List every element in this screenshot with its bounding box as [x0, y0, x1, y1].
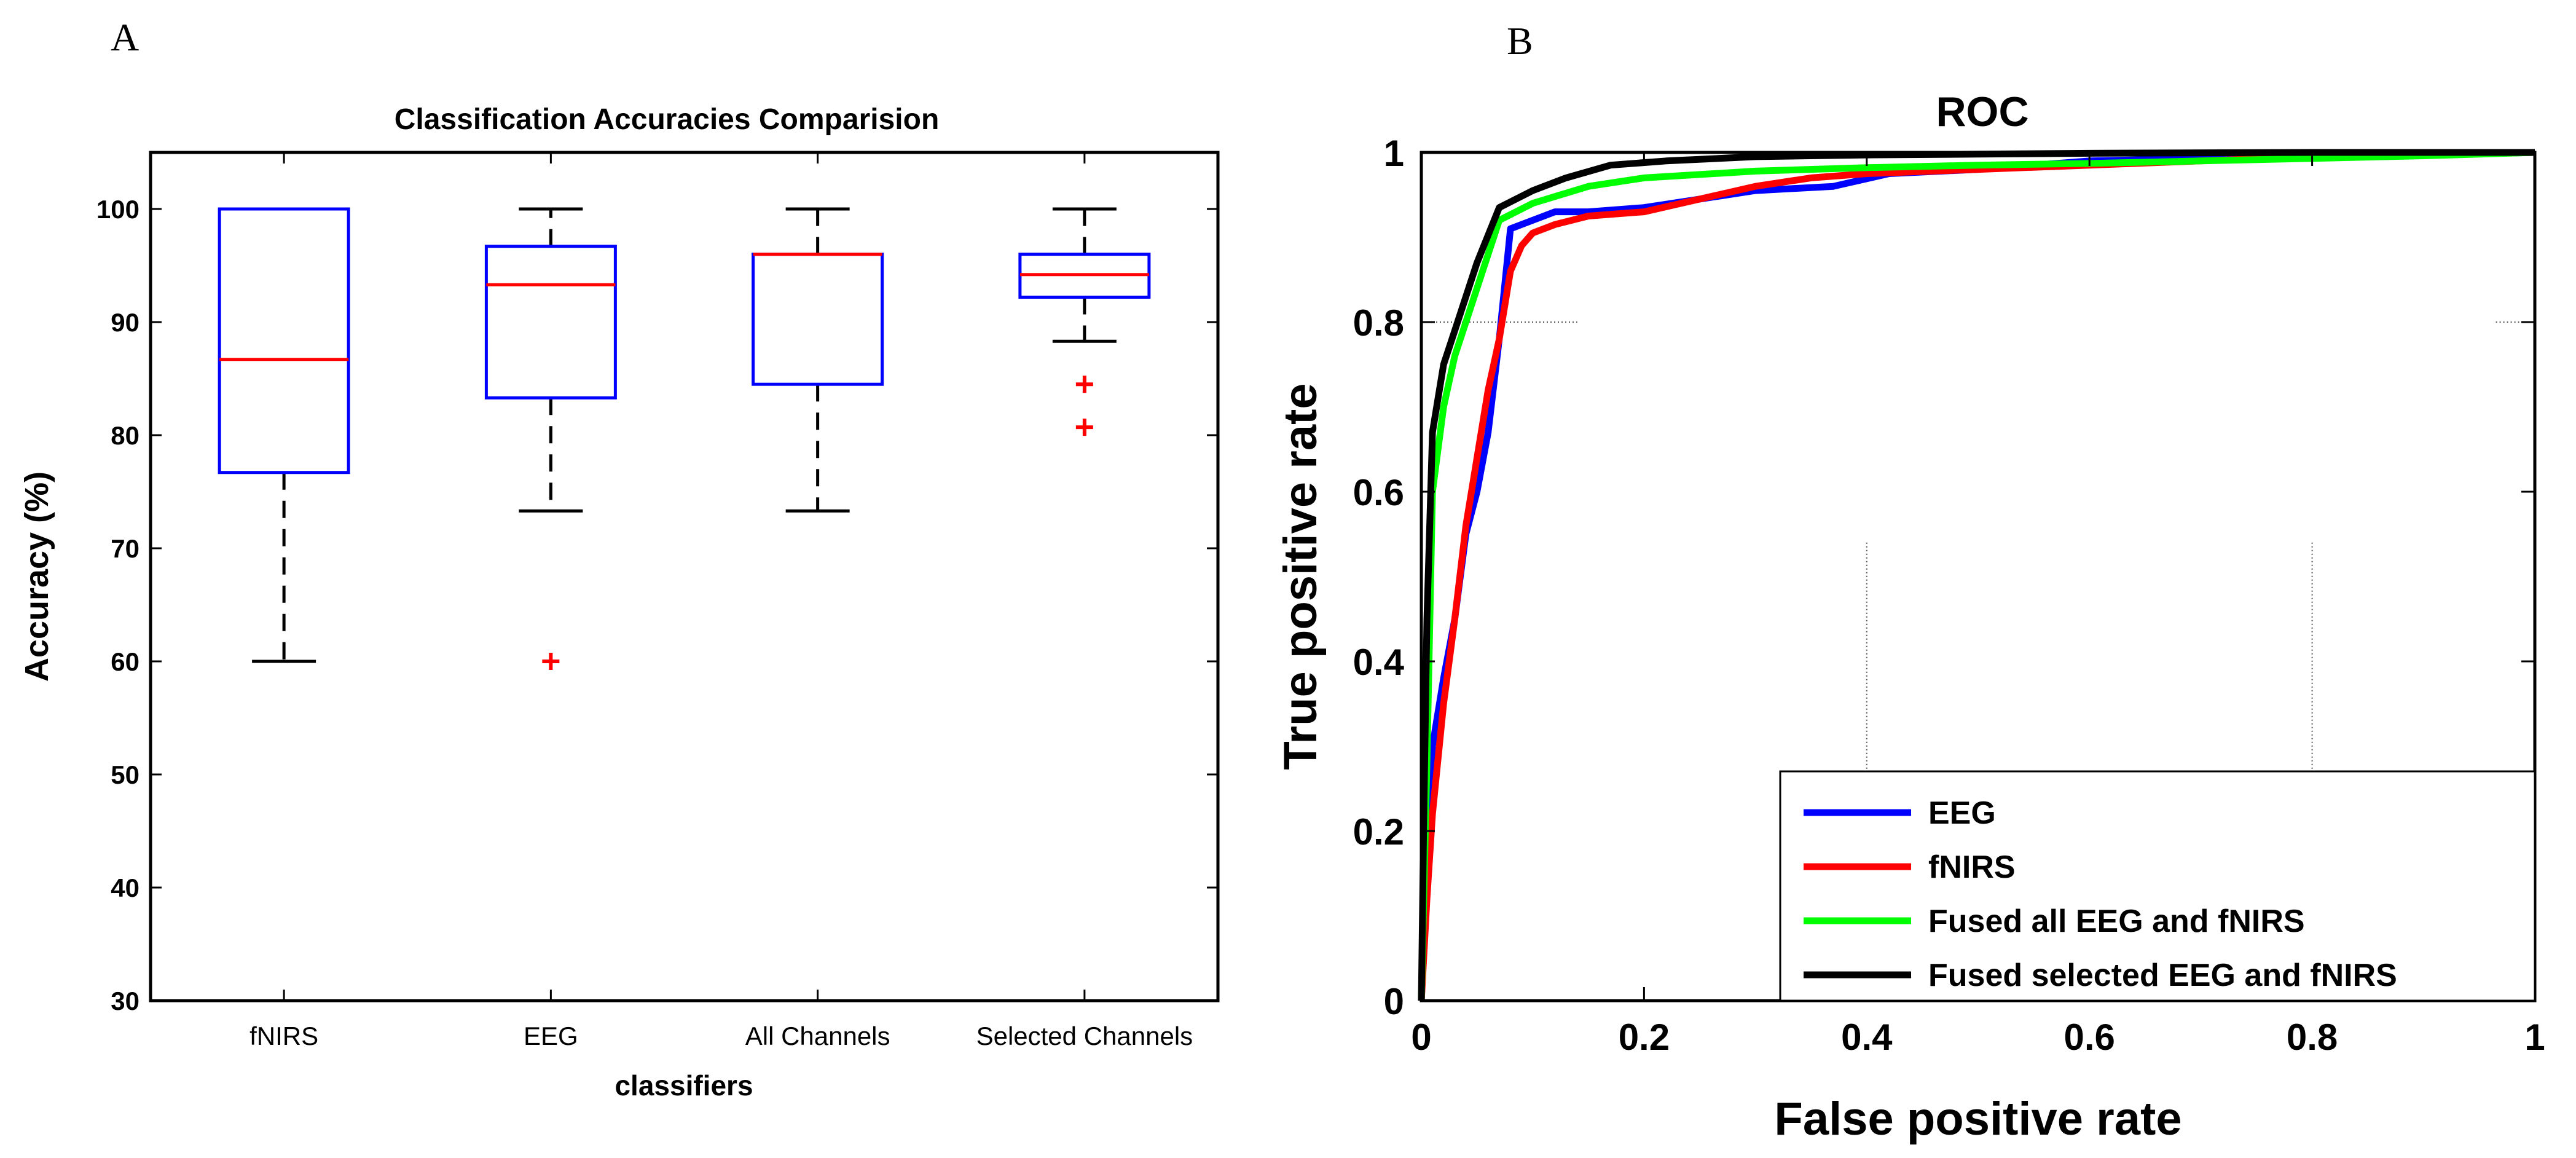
legend-entry: fNIRS [1804, 849, 2016, 885]
boxplot-x-axis-label: classifiers [615, 1069, 753, 1101]
outlier-marker [542, 653, 560, 670]
panel-label-a: A [111, 15, 139, 59]
x-tick-label: EEG [524, 1022, 578, 1050]
roc-legend: EEG fNIRS Fused all EEG and fNIRS Fused sel… [1779, 770, 2536, 1002]
x-tick-label: 0.4 [1841, 1017, 1893, 1058]
legend-label: Fused all EEG and fNIRS [1928, 904, 2305, 939]
y-tick-label: 0 [1384, 981, 1404, 1022]
roc-line-fused-all [1418, 149, 2535, 1001]
y-tick-label: 40 [111, 873, 139, 902]
legend-label: Fused selected EEG and fNIRS [1928, 958, 2397, 993]
roc-axis-ticks: 0 0.2 0.4 0.6 0.8 1 0 0.2 0.4 0.6 0.8 1 [1353, 133, 2545, 1058]
boxplot-boxes [218, 207, 1151, 670]
x-tick-label: All Channels [745, 1022, 890, 1050]
roc-panel: ROC 0 0.2 0.4 0.6 0.8 1 0 0.2 0.4 0.6 0.8 1 EEG fNIR… [1274, 89, 2545, 1145]
box-eeg [484, 207, 617, 670]
legend-label: EEG [1928, 795, 1996, 831]
legend-entry: Fused all EEG and fNIRS [1804, 904, 2305, 939]
iqr-box [752, 253, 884, 386]
legend-entry: Fused selected EEG and fNIRS [1804, 958, 2397, 993]
iqr-box [484, 245, 617, 400]
box-fnirs [218, 207, 350, 663]
boxplot-y-ticks: 30 40 50 60 70 80 90 100 [96, 195, 1218, 1015]
y-tick-label: 100 [96, 195, 139, 224]
y-tick-label: 1 [1384, 133, 1404, 174]
box-selected-channels [1018, 207, 1151, 436]
roc-x-axis-label: False positive rate [1774, 1093, 2181, 1145]
roc-line-fused-selected [1418, 149, 2535, 1001]
x-tick-label: 0 [1411, 1017, 1431, 1058]
legend-entry: EEG [1804, 795, 1996, 831]
outlier-marker [1075, 376, 1093, 393]
y-tick-label: 90 [111, 308, 139, 337]
y-tick-label: 0.4 [1353, 642, 1405, 683]
y-tick-label: 80 [111, 421, 139, 450]
y-tick-label: 60 [111, 647, 139, 676]
boxplot-x-ticks: fNIRS EEG All Channels Selected Channels [249, 152, 1193, 1050]
y-tick-label: 0.8 [1353, 302, 1404, 344]
x-tick-label: fNIRS [249, 1022, 318, 1050]
y-tick-label: 30 [111, 987, 139, 1015]
boxplot-panel: Classification Accuracies Comparision 30… [18, 103, 1220, 1101]
roc-title: ROC [1936, 89, 2028, 135]
y-tick-label: 0.2 [1353, 811, 1404, 853]
x-tick-label: Selected Channels [976, 1022, 1193, 1050]
x-tick-label: 0.6 [2064, 1017, 2115, 1058]
boxplot-y-axis-label: Accuracy (%) [18, 471, 55, 682]
boxplot-title: Classification Accuracies Comparision [395, 103, 940, 136]
outlier-marker [1075, 419, 1093, 436]
y-tick-label: 70 [111, 534, 139, 563]
legend-label: fNIRS [1928, 849, 2016, 885]
x-tick-label: 1 [2524, 1017, 2545, 1058]
panel-label-b: B [1507, 19, 1533, 63]
y-tick-label: 0.6 [1353, 472, 1404, 513]
boxplot-axes-frame [149, 151, 1220, 1002]
box-all-channels [752, 207, 884, 513]
roc-dotted-marks [1421, 321, 2535, 781]
y-tick-label: 50 [111, 760, 139, 789]
iqr-box [218, 207, 350, 475]
roc-y-axis-label: True positive rate [1274, 383, 1327, 770]
x-tick-label: 0.8 [2287, 1017, 2338, 1058]
x-tick-label: 0.2 [1619, 1017, 1670, 1058]
